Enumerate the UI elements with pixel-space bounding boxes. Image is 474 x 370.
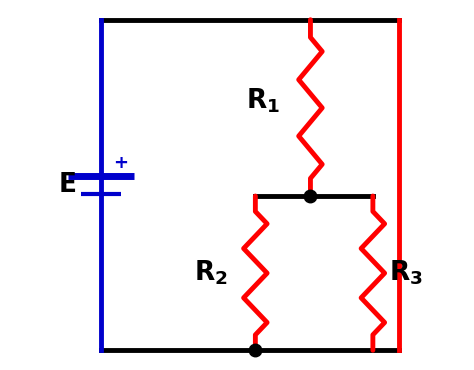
Text: $\mathbf{R_1}$: $\mathbf{R_1}$ <box>246 86 280 115</box>
Text: E: E <box>59 172 77 198</box>
Text: +: + <box>113 154 128 172</box>
Text: $\mathbf{R_3}$: $\mathbf{R_3}$ <box>389 259 423 287</box>
Text: $\mathbf{R_2}$: $\mathbf{R_2}$ <box>194 259 228 287</box>
